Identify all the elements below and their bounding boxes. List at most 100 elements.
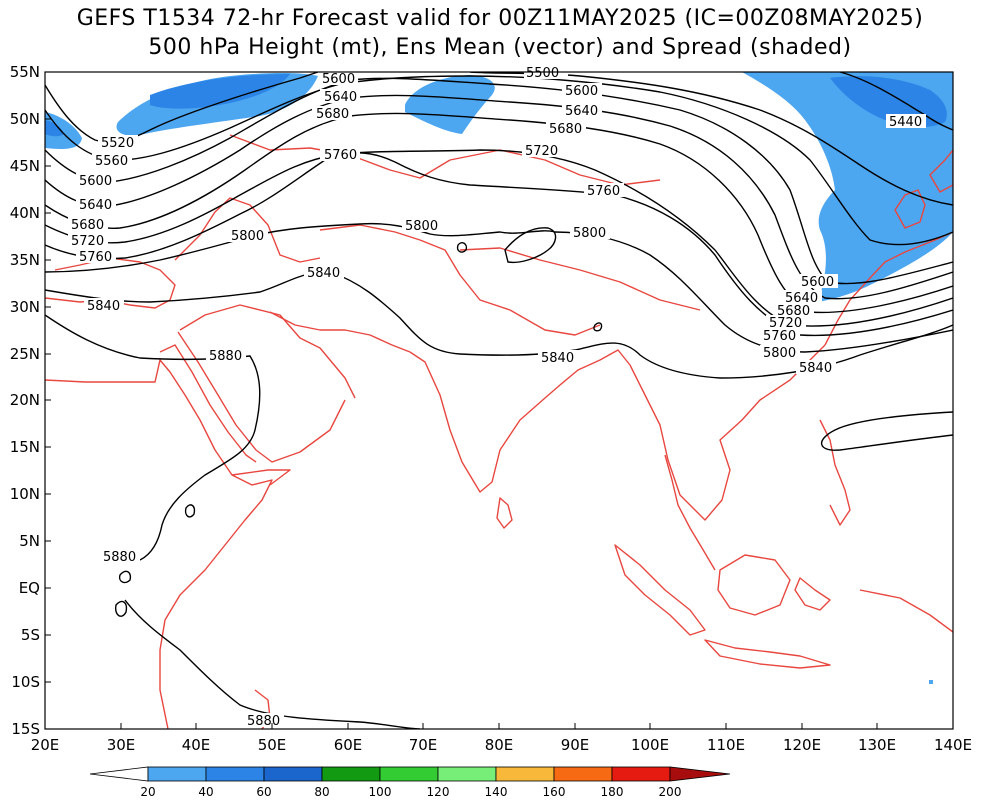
contour-label-5800-b: 5800 [405,219,438,234]
colorbar-segment-140-160 [495,766,555,782]
lon-label-70e: 70E [409,736,438,754]
lat-label-25n: 25N [10,345,40,363]
contour-5840 [45,271,953,379]
lon-label-110e: 110E [707,736,745,754]
contour-small-loop [593,322,603,332]
spread-area-west [45,112,82,149]
colorbar-segment-100-120 [379,766,439,782]
persian-gulf [269,311,411,353]
colorbar-segment-below-20 [89,766,149,782]
contour-5600 [45,77,953,285]
red-sea-coast-east [177,331,346,463]
lat-label-10n: 10N [10,485,40,503]
colorbar-segment-180-200 [611,766,671,782]
tibet-border [459,247,701,311]
lat-label-45n: 45N [10,157,40,175]
lat-label-5n: 5N [19,532,40,550]
colorbar-segment-60-80 [263,766,323,782]
sulawesi [794,577,831,611]
contour-label-5840-a: 5840 [307,266,340,281]
lat-label-eq: EQ [19,579,40,597]
colorbar-label-180: 180 [601,785,624,799]
contour-small-loop2 [456,242,468,253]
colorbar-label-100: 100 [369,785,392,799]
contour-label-5520: 5520 [101,136,134,151]
contour-label-5680-a: 5680 [316,107,349,122]
colorbar-label-160: 160 [543,785,566,799]
contour-5880-south [124,599,421,729]
lat-label-55n: 55N [10,63,40,81]
korea-japan [894,189,926,229]
contour-5800-closed [504,227,557,264]
malay-peninsula [664,454,716,571]
lat-label-15n: 15N [10,438,40,456]
contour-label-5600-b: 5600 [565,84,598,99]
contour-label-5680-b: 5680 [549,122,582,137]
lat-label-15s: 15S [11,720,40,738]
contour-label-5440: 5440 [889,115,922,130]
contour-label-5600-d: 5600 [801,275,834,290]
india-coastline [409,349,631,493]
latitude-axis: 55N 50N 45N 40N 35N 30N 25N 20N 15N 10N … [10,63,51,738]
contour-label-5840-c: 5840 [541,351,574,366]
height-contours [45,72,953,729]
contour-label-5760-c: 5760 [79,250,112,265]
contour-label-5800-c: 5800 [573,226,606,241]
lat-label-35n: 35N [10,251,40,269]
colorbar-segment-above-200 [669,766,731,782]
lon-label-80e: 80E [485,736,514,754]
contour-label-5840-b: 5840 [87,299,120,314]
contour-label-5880-a: 5880 [209,349,242,364]
lon-label-40e: 40E [182,736,211,754]
contour-label-5880-b: 5880 [103,550,136,565]
sumatra [614,544,706,636]
colorbar-segment-40-60 [205,766,265,782]
contour-5840-east [821,411,953,451]
borneo [717,554,791,616]
java [704,639,831,669]
map-title-line2: 500 hPa Height (mt), Ens Mean (vector) a… [148,35,852,60]
contour-label-5640-c: 5640 [79,198,112,213]
contour-5520 [45,72,319,144]
contour-5880 [45,314,261,561]
longitude-axis: 20E 30E 40E 50E 60E 70E 80E 90E 100E 110… [31,723,972,754]
contour-label-5720: 5720 [525,144,558,159]
contour-label-5640-a: 5640 [324,90,357,105]
lon-label-100e: 100E [631,736,669,754]
lon-label-90e: 90E [561,736,590,754]
lat-label-20n: 20N [10,391,40,409]
contour-label-5720-c: 5720 [71,234,104,249]
contour-label-5800-a: 5800 [231,229,264,244]
lat-label-50n: 50N [10,110,40,128]
contour-label-5760-a: 5760 [324,148,357,163]
spread-area-central [405,75,495,134]
contour-5880-small2 [118,570,132,584]
colorbar-segment-20-40 [147,766,207,782]
colorbar-label-60: 60 [256,785,271,799]
spread-dot [929,680,933,684]
contour-label-5760-b: 5760 [587,184,620,199]
contour-label-5500: 5500 [526,66,559,81]
contour-5720 [45,149,953,327]
spread-shading [45,72,953,684]
colorbar-label-120: 120 [427,785,450,799]
lon-label-30e: 30E [107,736,136,754]
contour-label-5640-d: 5640 [785,291,818,306]
new-guinea [859,589,953,633]
contour-label-5640-b: 5640 [565,104,598,119]
lon-label-120e: 120E [783,736,821,754]
red-sea-coast [159,344,257,463]
contour-label-5880-c: 5880 [247,714,280,729]
east-africa-horn [231,469,291,486]
contour-label-5800-d: 5800 [763,346,796,361]
contour-5760 [45,152,953,337]
contour-5880-small3 [114,600,128,617]
sri-lanka [496,497,513,529]
coastlines [45,134,953,729]
lon-label-140e: 140E [934,736,972,754]
contour-label-5600-c: 5600 [79,174,112,189]
colorbar-label-80: 80 [314,785,329,799]
lon-label-20e: 20E [31,736,60,754]
spread-area-northwest-core [150,74,290,109]
china-coast [824,231,953,346]
